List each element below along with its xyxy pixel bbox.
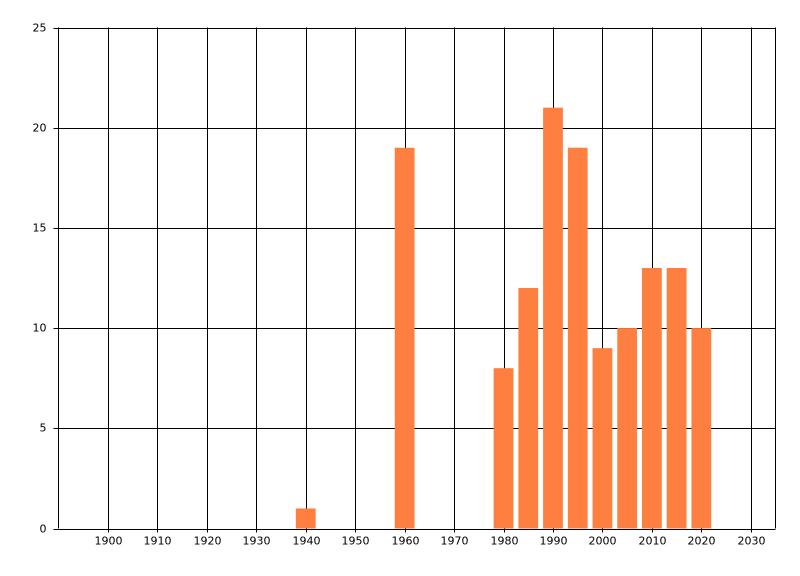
- bar: [394, 147, 415, 529]
- x-tick-label: 1960: [392, 535, 420, 548]
- y-tick-label: 5: [40, 422, 47, 435]
- bar: [691, 328, 712, 529]
- bar: [567, 147, 588, 529]
- bar: [518, 288, 539, 529]
- x-tick-label: 1980: [491, 535, 519, 548]
- x-tick-label: 1950: [342, 535, 370, 548]
- y-tick-label: 15: [33, 222, 47, 235]
- x-tick-label: 2010: [639, 535, 667, 548]
- x-tick-label: 1910: [144, 535, 172, 548]
- bar: [543, 107, 563, 529]
- x-tick-label: 1940: [293, 535, 321, 548]
- y-tick-label: 0: [40, 523, 47, 536]
- x-tick-label: 2000: [589, 535, 617, 548]
- y-tick-label: 25: [33, 22, 47, 35]
- y-tick-label: 20: [33, 122, 47, 135]
- x-tick-label: 1990: [540, 535, 568, 548]
- x-tick-label: 2030: [738, 535, 766, 548]
- bar: [493, 368, 514, 529]
- bar: [592, 348, 613, 529]
- x-tick-label: 1930: [243, 535, 271, 548]
- bar: [641, 267, 662, 529]
- x-tick-label: 1900: [95, 535, 123, 548]
- x-tick-label: 1920: [194, 535, 222, 548]
- x-tick-label: 1970: [441, 535, 469, 548]
- bar: [295, 508, 316, 529]
- bar: [617, 328, 638, 529]
- bar: [666, 267, 687, 529]
- y-tick-label: 10: [33, 322, 47, 335]
- x-tick-label: 2020: [688, 535, 716, 548]
